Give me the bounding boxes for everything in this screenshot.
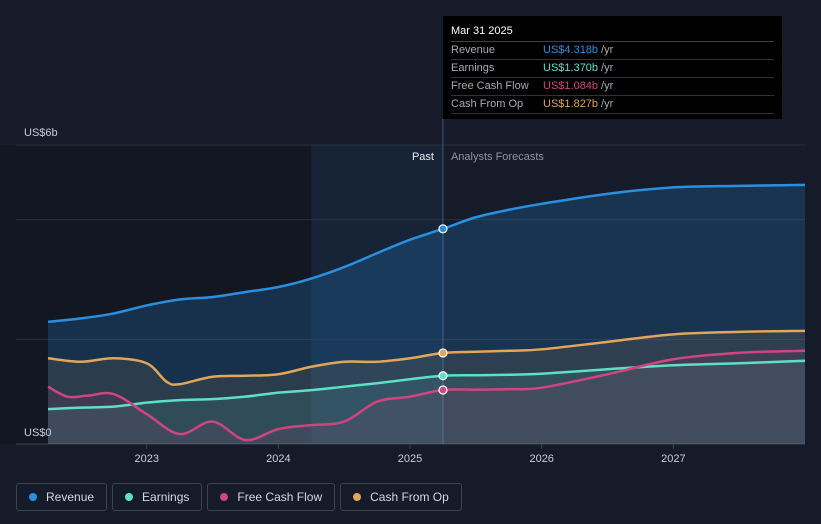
legend-label: Free Cash Flow (237, 490, 323, 504)
tooltip-row: Revenue US$4.318b/yr (451, 42, 774, 60)
legend-label: Earnings (142, 490, 190, 504)
tooltip-row-label: Free Cash Flow (451, 80, 529, 92)
revenue-area (48, 184, 805, 444)
legend: Revenue Earnings Free Cash Flow Cash From O… (16, 483, 462, 511)
fcf-marker (438, 385, 448, 395)
tooltip-row-label: Revenue (451, 44, 496, 56)
x-tick-label: 2027 (661, 453, 685, 465)
x-tick-label: 2025 (398, 453, 422, 465)
cfo-area (48, 330, 805, 444)
legend-dot-icon (353, 493, 362, 501)
cfo-marker (438, 348, 448, 358)
fcf-area (48, 350, 805, 444)
x-tick-label: 2026 (529, 453, 553, 465)
tooltip-row-label: Earnings (451, 62, 495, 74)
x-tick-label: 2023 (134, 453, 158, 465)
tooltip-row-value: US$4.318b (543, 44, 599, 56)
past-label: Past (412, 151, 434, 163)
tooltip-row-unit: /yr (601, 62, 614, 74)
earnings-area (48, 360, 805, 444)
y-tick-label: US$6b (24, 127, 58, 139)
tooltip: Mar 31 2025 Revenue US$4.318b/yr Earnings U… (443, 16, 782, 119)
revenue-marker (438, 224, 448, 234)
tooltip-row: Cash From Op US$1.827b/yr (451, 96, 774, 114)
legend-dot-icon (125, 493, 134, 501)
legend-dot-icon (220, 493, 229, 501)
tooltip-row: Free Cash Flow US$1.084b/yr (451, 78, 774, 96)
legend-item-revenue[interactable]: Revenue (16, 483, 108, 511)
legend-dot-icon (29, 493, 37, 501)
legend-label: Revenue (46, 490, 95, 504)
tooltip-row-label: Cash From Op (451, 98, 524, 110)
legend-label: Cash From Op (370, 490, 449, 504)
tooltip-row-value: US$1.370b (543, 62, 599, 74)
tooltip-row-value: US$1.084b (543, 80, 599, 92)
legend-item-earnings[interactable]: Earnings (112, 483, 203, 511)
tooltip-date: Mar 31 2025 (451, 24, 774, 42)
tooltip-row-unit: /yr (601, 44, 614, 56)
x-tick-label: 2024 (266, 453, 290, 465)
earnings-line (47, 359, 806, 411)
tooltip-row-unit: /yr (601, 98, 614, 110)
legend-item-cash-from-op[interactable]: Cash From Op (340, 483, 462, 511)
y-tick-label: US$0 (24, 427, 52, 439)
tooltip-row-value: US$1.827b (543, 98, 599, 110)
earnings-marker (438, 371, 448, 381)
cfo-line (47, 329, 806, 386)
revenue-line (47, 183, 806, 324)
forecast-label: Analysts Forecasts (451, 151, 544, 163)
tooltip-row: Earnings US$1.370b/yr (451, 60, 774, 78)
tooltip-row-unit: /yr (601, 80, 614, 92)
legend-item-free-cash-flow[interactable]: Free Cash Flow (207, 483, 336, 511)
fcf-line (47, 349, 806, 442)
